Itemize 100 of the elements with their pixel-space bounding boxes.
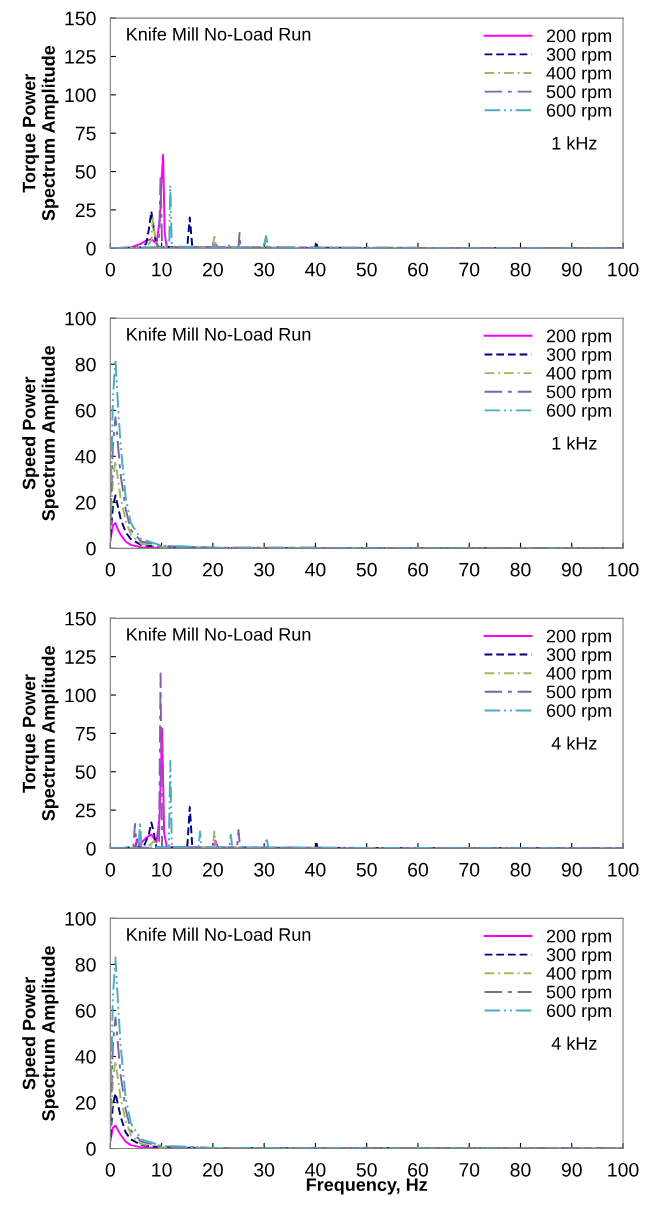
y-tick-label: 100	[65, 911, 96, 926]
x-tick-label: 50	[356, 262, 377, 277]
x-tick-label: 50	[356, 562, 377, 577]
legend-label: 300 rpm	[546, 948, 612, 965]
x-tick-label: 10	[152, 1162, 172, 1177]
legend-label: 400 rpm	[546, 66, 612, 84]
y-axis-title: Speed Power Spectrum Amplitude	[22, 345, 59, 521]
annotation: Knife Mill No-Load Run	[127, 327, 311, 341]
x-tick-label: 30	[254, 262, 275, 277]
y-axis-title: Torque Power Spectrum Amplitude	[22, 646, 59, 821]
x-tick-label: 80	[510, 1162, 531, 1177]
x-tick-label: 70	[459, 1162, 480, 1177]
annotation: Knife Mill No-Load Run	[127, 627, 311, 641]
legend-label: 200 rpm	[546, 929, 612, 947]
x-tick-label: 80	[510, 262, 531, 277]
annotation: 4 kHz	[551, 1036, 597, 1050]
y-tick-label: 150	[65, 611, 96, 626]
y-tick-label: 60	[75, 403, 96, 418]
legend-label: 500 rpm	[546, 385, 612, 402]
legend-label: 400 rpm	[546, 967, 612, 984]
x-tick-label: 20	[203, 862, 223, 877]
x-tick-label: 30	[254, 1162, 275, 1177]
legend-label: 600 rpm	[546, 704, 612, 721]
y-tick-label: 60	[75, 1003, 96, 1018]
annotation: Knife Mill No-Load Run	[127, 927, 311, 941]
x-tick-label: 40	[305, 262, 326, 277]
x-tick-label: 0	[105, 1162, 115, 1177]
legend-label: 200 rpm	[546, 629, 612, 646]
x-tick-label: 50	[356, 862, 377, 877]
legend-label: 500 rpm	[546, 85, 612, 102]
x-tick-label: 20	[203, 1162, 223, 1177]
x-tick-label: 50	[356, 1162, 377, 1177]
legend-label: 400 rpm	[546, 666, 612, 684]
x-tick-label: 80	[510, 562, 531, 577]
y-tick-label: 75	[75, 727, 96, 741]
x-tick-label: 90	[561, 1162, 582, 1177]
x-tick-label: 100	[608, 1162, 639, 1177]
y-tick-label: 125	[65, 49, 96, 64]
y-tick-label: 0	[86, 1142, 96, 1156]
x-tick-label: 60	[408, 262, 429, 277]
legend-label: 300 rpm	[546, 648, 612, 665]
x-tick-label: 10	[152, 562, 172, 577]
annotation: 1 kHz	[552, 136, 597, 150]
y-axis-title: Torque Power Spectrum Amplitude	[22, 45, 59, 221]
annotation: 1 kHz	[552, 436, 597, 450]
y-tick-label: 80	[75, 357, 96, 372]
y-tick-label: 25	[75, 203, 96, 218]
x-tick-label: 20	[203, 262, 223, 277]
x-tick-label: 100	[608, 562, 639, 577]
x-tick-label: 70	[459, 562, 480, 577]
x-tick-label: 10	[152, 262, 172, 277]
y-tick-label: 50	[75, 165, 96, 179]
x-tick-label: 90	[561, 562, 582, 577]
annotation: Knife Mill No-Load Run	[127, 27, 311, 41]
legend-label: 500 rpm	[546, 685, 612, 702]
x-tick-label: 40	[305, 1162, 326, 1177]
annotation: 4 kHz	[551, 736, 597, 750]
legend-label: 300 rpm	[546, 348, 612, 365]
x-tick-label: 20	[203, 562, 223, 577]
x-tick-label: 70	[459, 262, 480, 277]
legend-label: 300 rpm	[546, 48, 612, 65]
x-tick-label: 0	[105, 262, 115, 277]
y-tick-label: 20	[75, 1095, 96, 1110]
x-tick-label: 40	[305, 862, 326, 877]
legend-label: 400 rpm	[546, 366, 612, 384]
legend-label: 500 rpm	[546, 985, 612, 1002]
y-tick-label: 0	[86, 841, 96, 856]
x-tick-label: 30	[254, 562, 275, 577]
y-tick-label: 50	[75, 765, 96, 779]
x-tick-label: 60	[408, 562, 429, 577]
y-tick-label: 80	[75, 957, 96, 972]
y-tick-label: 25	[75, 803, 96, 818]
x-tick-label: 100	[608, 862, 639, 877]
y-tick-label: 100	[65, 688, 96, 703]
y-tick-label: 100	[65, 311, 96, 326]
y-tick-label: 100	[65, 88, 96, 103]
y-tick-label: 75	[75, 126, 96, 141]
y-tick-label: 0	[86, 541, 96, 556]
x-tick-label: 60	[408, 862, 429, 877]
legend-label: 600 rpm	[546, 404, 612, 421]
legend-label: 200 rpm	[546, 29, 612, 46]
x-tick-label: 0	[105, 862, 115, 877]
legend-label: 600 rpm	[546, 1004, 612, 1021]
x-tick-label: 40	[305, 562, 326, 577]
x-axis-title: Frequency, Hz	[306, 1178, 428, 1195]
x-tick-label: 80	[510, 862, 531, 877]
x-tick-label: 100	[608, 262, 639, 277]
legend-label: 200 rpm	[546, 329, 612, 346]
x-tick-label: 0	[105, 562, 115, 577]
y-tick-label: 20	[75, 495, 96, 510]
y-tick-label: 0	[86, 241, 96, 256]
x-tick-label: 90	[561, 262, 582, 277]
x-tick-label: 10	[152, 862, 172, 877]
legend-label: 600 rpm	[546, 103, 612, 121]
y-tick-label: 40	[75, 449, 96, 464]
y-tick-label: 40	[75, 1049, 96, 1064]
x-tick-label: 60	[408, 1162, 429, 1177]
y-axis-title: Speed Power Spectrum Amplitude	[22, 946, 59, 1121]
y-tick-label: 125	[65, 650, 96, 664]
x-tick-label: 30	[254, 862, 275, 877]
